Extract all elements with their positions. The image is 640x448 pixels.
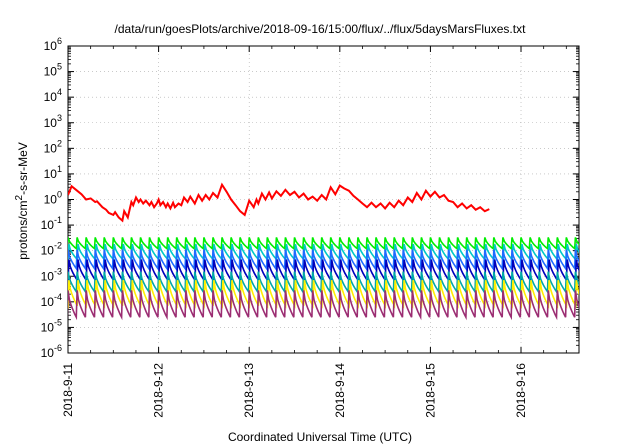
y-tick-label: 102 [44,138,62,155]
y-tick-label: 10-2 [41,241,62,258]
y-tick-label: 105 [44,62,62,79]
y-tick-label: 10-6 [41,343,62,360]
y-tick-label: 10-1 [41,215,62,232]
y-tick-label: 10-4 [41,292,62,309]
y-tick-label: 106 [44,36,62,53]
x-tick-label: 2018-9-12 [152,363,166,418]
y-axis-label-sup: 2 [14,194,25,201]
x-tick-label: 2018-9-13 [242,363,256,418]
y-axis-label-tail: -s-sr-MeV [16,142,30,195]
chart-title: /data/run/goesPlots/archive/2018-09-16/1… [114,22,526,36]
x-axis-label: Coordinated Universal Time (UTC) [227,430,413,444]
x-tick-label: 2018-9-15 [423,363,437,418]
x-tick-label: 2018-9-14 [333,363,347,418]
y-axis-label: protons/cm2-s-sr-MeV [14,142,30,260]
y-tick-label: 10-5 [41,317,62,334]
y-axis-label-main: protons/cm [16,200,30,260]
x-tick-label: 2018-9-16 [514,363,528,418]
series-line [68,182,490,223]
x-tick-label: 2018-9-11 [61,363,75,417]
y-tick-label: 100 [44,190,62,207]
band-series-line [68,249,579,271]
y-tick-label: 101 [44,164,62,181]
y-tick-label: 10-3 [41,266,62,283]
band-series-line [68,237,579,251]
band-series-line [68,290,579,321]
band-series-line [68,271,579,295]
y-tick-label: 103 [44,113,62,130]
y-tick-label: 104 [44,87,62,104]
